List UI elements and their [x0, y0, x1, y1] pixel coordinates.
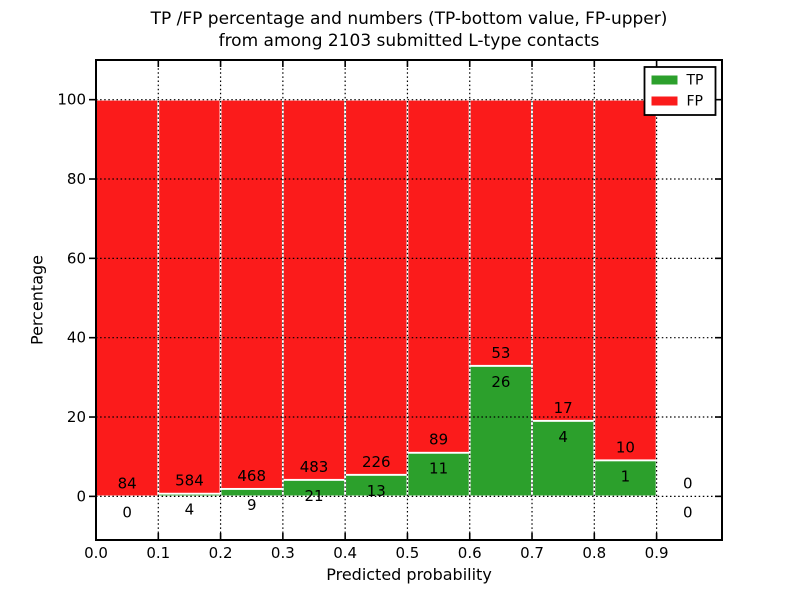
- bar-fp: [281, 98, 347, 481]
- x-tick-label: 0.0: [84, 544, 108, 562]
- tp-count-label: 26: [491, 373, 510, 391]
- x-tick-label: 0.5: [396, 544, 420, 562]
- x-tick-label: 0.3: [271, 544, 295, 562]
- tp-count-label: 4: [185, 501, 195, 519]
- fp-count-label: 84: [118, 474, 137, 492]
- legend-label: FP: [687, 94, 704, 110]
- bar-fp: [344, 98, 409, 476]
- fp-count-label: 0: [683, 474, 693, 492]
- tp-count-label: 0: [122, 503, 132, 521]
- x-tick-label: 0.1: [146, 544, 170, 562]
- x-tick-label: 0.4: [333, 544, 357, 562]
- x-tick-label: 0.8: [582, 544, 606, 562]
- x-tick-label: 0.9: [645, 544, 669, 562]
- bar-fp: [157, 98, 222, 495]
- fp-count-label: 53: [491, 344, 510, 362]
- legend-swatch-tp: [651, 75, 678, 85]
- tp-count-label: 11: [429, 460, 448, 478]
- bar-fp: [593, 98, 658, 462]
- x-tick-label: 0.7: [520, 544, 544, 562]
- y-tick-label: 100: [57, 91, 86, 109]
- bar-tp: [468, 364, 533, 498]
- fp-count-label: 10: [616, 438, 635, 456]
- fp-count-label: 483: [300, 458, 329, 476]
- y-tick-label: 60: [67, 249, 86, 267]
- legend-swatch-fp: [651, 96, 678, 106]
- tp-count-label: 4: [558, 428, 568, 446]
- fp-count-label: 584: [175, 472, 204, 490]
- tp-count-label: 1: [621, 467, 631, 485]
- x-tick-label: 0.6: [458, 544, 482, 562]
- bar-fp: [531, 98, 596, 422]
- tp-count-label: 13: [367, 482, 386, 500]
- chart-title: TP /FP percentage and numbers (TP-bottom…: [96, 8, 722, 52]
- fp-count-label: 17: [554, 399, 573, 417]
- x-axis-label: Predicted probability: [326, 565, 492, 584]
- tp-count-label: 0: [683, 503, 693, 521]
- fp-count-label: 468: [237, 467, 266, 485]
- y-tick-label: 0: [76, 487, 86, 505]
- bar-fp: [468, 98, 533, 367]
- plot-border: [95, 59, 723, 541]
- tp-count-label: 21: [304, 487, 323, 505]
- legend-label: TP: [686, 73, 704, 89]
- y-tick-label: 80: [67, 170, 86, 188]
- legend-box: [643, 66, 717, 116]
- tp-count-label: 9: [247, 496, 257, 514]
- bar-fp: [219, 98, 284, 490]
- y-tick-label: 40: [67, 329, 86, 347]
- chart-title-line2: from among 2103 submitted L-type contact…: [218, 31, 600, 51]
- bar-fp: [95, 98, 160, 498]
- x-tick-label: 0.2: [209, 544, 233, 562]
- fp-count-label: 226: [362, 453, 391, 471]
- chart-title-line1: TP /FP percentage and numbers (TP-bottom…: [150, 9, 668, 29]
- bar-fp: [406, 98, 471, 454]
- y-tick-label: 20: [67, 408, 86, 426]
- fp-count-label: 89: [429, 431, 448, 449]
